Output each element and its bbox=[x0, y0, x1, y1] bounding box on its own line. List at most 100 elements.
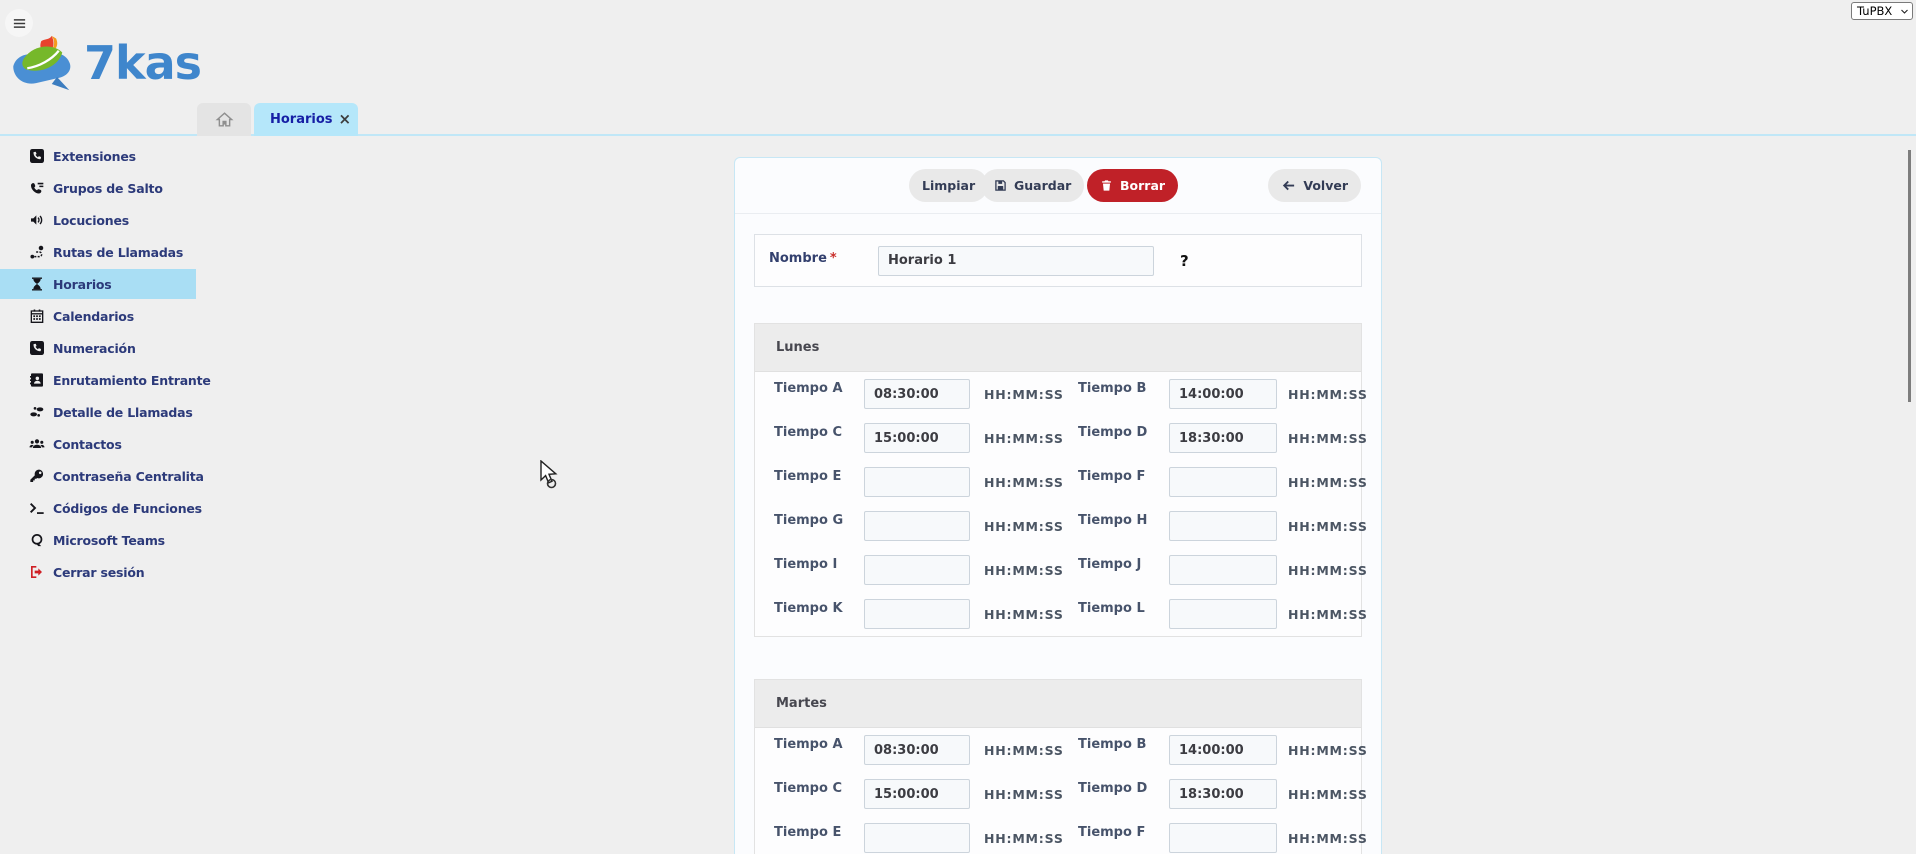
users-icon bbox=[29, 436, 45, 452]
borrar-label: Borrar bbox=[1120, 178, 1166, 193]
time-format-label: HH:MM:SS bbox=[1288, 562, 1368, 578]
sidebar-item-rutas-de-llamadas[interactable]: Rutas de Llamadas bbox=[0, 237, 196, 267]
sidebar-item-label: Contraseña Centralita bbox=[53, 468, 204, 484]
borrar-button[interactable]: Borrar bbox=[1087, 169, 1179, 202]
time-input[interactable] bbox=[1169, 555, 1277, 585]
nombre-row: Nombre* ? bbox=[754, 234, 1362, 287]
tab-horarios[interactable]: Horarios × bbox=[254, 103, 358, 136]
sidebar-item-label: Calendarios bbox=[53, 308, 134, 324]
time-format-label: HH:MM:SS bbox=[984, 606, 1064, 622]
time-slot: Tiempo J HH:MM:SS bbox=[1078, 555, 1382, 585]
sidebar-item-locuciones[interactable]: Locuciones bbox=[0, 205, 196, 235]
sidebar-item-cerrar-sesion[interactable]: Cerrar sesión bbox=[0, 557, 196, 587]
time-input[interactable] bbox=[864, 511, 970, 541]
sidebar-item-calendarios[interactable]: Calendarios bbox=[0, 301, 196, 331]
signout-icon bbox=[29, 564, 45, 580]
day-title: Martes bbox=[776, 696, 827, 711]
time-slot: Tiempo A HH:MM:SS bbox=[774, 735, 1078, 765]
time-input[interactable] bbox=[1169, 779, 1277, 809]
time-format-label: HH:MM:SS bbox=[984, 386, 1064, 402]
time-format-label: HH:MM:SS bbox=[1288, 474, 1368, 490]
sidebar-item-codigos-de-funciones[interactable]: Códigos de Funciones bbox=[0, 493, 202, 523]
sidebar-item-enrutamiento-entrante[interactable]: Enrutamiento Entrante bbox=[0, 365, 211, 395]
sidebar-item-numeracion[interactable]: Numeración bbox=[0, 333, 196, 363]
time-format-label: HH:MM:SS bbox=[1288, 386, 1368, 402]
time-slot: Tiempo E HH:MM:SS bbox=[774, 467, 1078, 497]
limpiar-label: Limpiar bbox=[922, 178, 976, 193]
sidebar-item-contrasena-centralita[interactable]: Contraseña Centralita bbox=[0, 461, 204, 491]
time-input[interactable] bbox=[1169, 599, 1277, 629]
limpiar-button[interactable]: Limpiar bbox=[909, 169, 989, 202]
horarios-panel: Limpiar Guardar Borrar Volver Nombre* ? bbox=[734, 157, 1382, 854]
time-slot: Tiempo C HH:MM:SS bbox=[774, 423, 1078, 453]
sidebar-item-horarios[interactable]: Horarios bbox=[0, 269, 196, 299]
vertical-scrollbar-thumb[interactable] bbox=[1908, 150, 1911, 402]
guardar-button[interactable]: Guardar bbox=[981, 169, 1085, 202]
time-input[interactable] bbox=[864, 779, 970, 809]
time-input[interactable] bbox=[864, 555, 970, 585]
time-input[interactable] bbox=[1169, 511, 1277, 541]
calendar-icon bbox=[29, 308, 45, 324]
pbx-select[interactable]: TuPBX bbox=[1851, 2, 1913, 20]
day-rows: Tiempo A HH:MM:SS Tiempo B HH:MM:SS Tiem… bbox=[755, 372, 1367, 636]
tab-label: Horarios bbox=[270, 112, 333, 127]
menu-button[interactable] bbox=[5, 9, 33, 37]
time-input[interactable] bbox=[864, 467, 970, 497]
time-format-label: HH:MM:SS bbox=[1288, 606, 1368, 622]
time-slot-row: Tiempo A HH:MM:SS Tiempo B HH:MM:SS bbox=[755, 372, 1367, 416]
time-format-label: HH:MM:SS bbox=[1288, 430, 1368, 446]
time-input[interactable] bbox=[864, 379, 970, 409]
sidebar-item-label: Microsoft Teams bbox=[53, 532, 165, 548]
time-input[interactable] bbox=[864, 735, 970, 765]
volver-button[interactable]: Volver bbox=[1268, 169, 1361, 202]
day-rows: Tiempo A HH:MM:SS Tiempo B HH:MM:SS Tiem… bbox=[755, 728, 1367, 854]
sidebar-item-detalle-de-llamadas[interactable]: Detalle de Llamadas bbox=[0, 397, 196, 427]
sidebar-item-microsoft-teams[interactable]: Microsoft Teams bbox=[0, 525, 196, 555]
time-slot-row: Tiempo K HH:MM:SS Tiempo L HH:MM:SS bbox=[755, 592, 1367, 636]
hamburger-icon bbox=[12, 16, 27, 31]
time-slot: Tiempo F HH:MM:SS bbox=[1078, 467, 1382, 497]
time-slot-label: Tiempo C bbox=[774, 780, 842, 796]
time-slot: Tiempo B HH:MM:SS bbox=[1078, 735, 1382, 765]
time-input[interactable] bbox=[1169, 467, 1277, 497]
bird-leaf-logo bbox=[8, 28, 78, 98]
sidebar-item-contactos[interactable]: Contactos bbox=[0, 429, 196, 459]
time-slot-row: Tiempo C HH:MM:SS Tiempo D HH:MM:SS bbox=[755, 416, 1367, 460]
time-input[interactable] bbox=[1169, 735, 1277, 765]
time-slot-row: Tiempo C HH:MM:SS Tiempo D HH:MM:SS bbox=[755, 772, 1367, 816]
time-format-label: HH:MM:SS bbox=[1288, 518, 1368, 534]
nombre-row-wrap: Nombre* ? bbox=[754, 234, 1362, 287]
time-input[interactable] bbox=[864, 823, 970, 853]
chevron-down-icon bbox=[1900, 7, 1909, 16]
tab-close-icon[interactable]: × bbox=[338, 110, 352, 128]
time-input[interactable] bbox=[864, 599, 970, 629]
sidebar-item-label: Detalle de Llamadas bbox=[53, 404, 193, 420]
time-slot: Tiempo E HH:MM:SS bbox=[774, 823, 1078, 853]
sidebar-item-extensiones[interactable]: Extensiones bbox=[0, 141, 196, 171]
time-input[interactable] bbox=[1169, 823, 1277, 853]
tab-home[interactable] bbox=[197, 103, 251, 136]
hourglass-icon bbox=[29, 276, 45, 292]
time-input[interactable] bbox=[1169, 423, 1277, 453]
time-slot: Tiempo B HH:MM:SS bbox=[1078, 379, 1382, 409]
sidebar-item-grupos-de-salto[interactable]: Grupos de Salto bbox=[0, 173, 196, 203]
save-icon bbox=[994, 179, 1007, 192]
nombre-input[interactable] bbox=[878, 245, 1154, 276]
sidebar-item-label: Locuciones bbox=[53, 212, 129, 228]
time-slot-label: Tiempo D bbox=[1078, 424, 1148, 440]
phone-square-icon bbox=[29, 340, 45, 356]
time-slot-row: Tiempo E HH:MM:SS Tiempo F HH:MM:SS bbox=[755, 816, 1367, 854]
sidebar-menu: Extensiones Grupos de Salto Locuciones R… bbox=[0, 141, 211, 589]
time-format-label: HH:MM:SS bbox=[984, 518, 1064, 534]
arrow-left-icon bbox=[1281, 178, 1296, 193]
terminal-icon bbox=[29, 500, 45, 516]
home-icon bbox=[215, 110, 234, 129]
time-format-label: HH:MM:SS bbox=[1288, 830, 1368, 846]
time-slot-label: Tiempo I bbox=[774, 556, 838, 572]
help-icon[interactable]: ? bbox=[1180, 251, 1189, 270]
time-input[interactable] bbox=[864, 423, 970, 453]
teams-icon bbox=[29, 532, 45, 548]
time-input[interactable] bbox=[1169, 379, 1277, 409]
time-slot-label: Tiempo K bbox=[774, 600, 843, 616]
trash-icon bbox=[1100, 179, 1113, 192]
